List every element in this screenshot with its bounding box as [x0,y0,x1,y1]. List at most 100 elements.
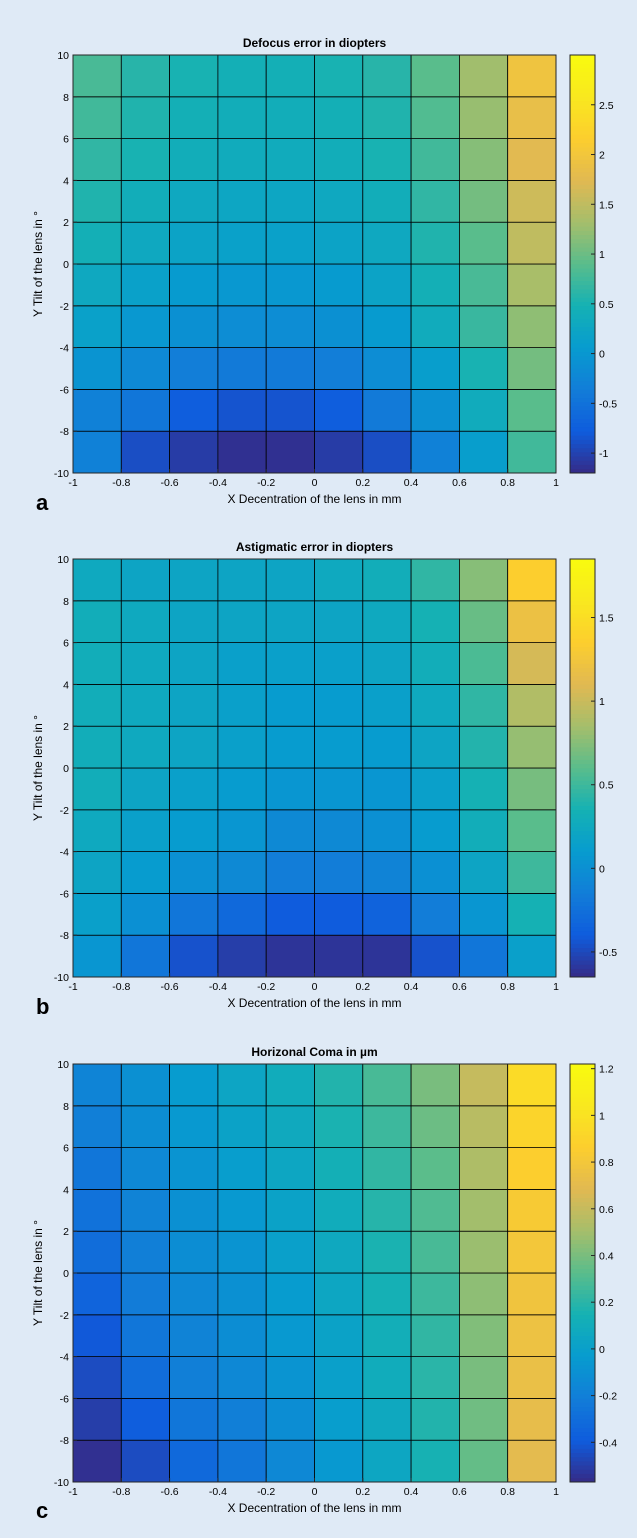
colorbar-swatch [570,451,595,457]
colorbar-swatch [570,571,595,577]
colorbar-swatch [570,1197,595,1203]
colorbar-swatch [570,422,595,428]
y-tick-label: 8 [63,92,69,104]
x-tick-label: -0.2 [257,477,275,489]
heatmap-cell [458,809,509,852]
heatmap-cell [314,809,364,852]
heatmap-cell [120,642,171,685]
x-tick-label: 0.8 [500,981,515,993]
heatmap-cell [217,347,267,390]
colorbar-swatch [570,384,595,390]
heatmap-cell [120,934,171,978]
colorbar-swatch [570,255,595,261]
heatmap-cell [120,138,171,181]
colorbar-swatch [570,1067,595,1073]
heatmap-cell [169,96,219,140]
heatmap-cell [217,1439,267,1483]
heatmap-cell [410,347,460,390]
heatmap-cell [72,1356,122,1399]
heatmap-cell [265,1105,315,1149]
colorbar-swatch [570,347,595,353]
colorbar-swatch [570,1130,595,1136]
colorbar-swatch [570,738,595,744]
x-tick-label: 1 [553,981,559,993]
colorbar-swatch [570,914,595,919]
colorbar-swatch [570,1306,595,1311]
colorbar-swatch [570,1092,595,1098]
x-tick-label: -0.4 [209,1486,227,1498]
colorbar-swatch [570,596,595,602]
colorbar-swatch [570,326,595,332]
heatmap-cell [120,430,171,474]
heatmap-cell [314,1398,364,1441]
heatmap-cell [362,684,412,727]
heatmap-cell [217,725,267,769]
colorbar-swatch [570,1452,595,1458]
heatmap-cell [362,1063,412,1107]
heatmap-cell [507,934,557,978]
colorbar-swatch [570,1473,595,1479]
colorbar-swatch [570,109,595,114]
heatmap-cell [410,430,460,474]
heatmap-cell [72,305,122,348]
heatmap-cell [410,600,460,643]
colorbar-swatch [570,905,595,911]
x-tick-label: 0 [312,1486,318,1498]
heatmap-cell [265,767,315,811]
colorbar-swatch [570,659,595,664]
heatmap-cell [362,1189,412,1232]
heatmap-cell [410,642,460,685]
heatmap-cell [458,1272,509,1316]
colorbar-swatch [570,675,595,681]
colorbar-swatch [570,121,595,127]
colorbar-swatch [570,750,595,756]
colorbar-swatch [570,1331,595,1336]
heatmap-cell [265,684,315,727]
heatmap-cell [458,179,509,223]
colorbar-swatch [570,709,595,714]
colorbar-swatch [570,234,595,240]
colorbar [569,54,596,474]
heatmap-cell [410,1105,460,1149]
heatmap-cell [120,1356,171,1399]
colorbar-swatch [570,968,595,974]
heatmap-cell [265,600,315,643]
colorbar-swatch [570,1322,595,1328]
colorbar-tick-label: -0.4 [599,1437,617,1449]
colorbar-swatch [570,562,595,568]
y-tick-label: -10 [54,972,69,984]
heatmap-cell [507,642,557,685]
x-tick-label: -0.8 [112,1486,130,1498]
heatmap-cell [362,851,412,894]
colorbar-swatch [570,792,595,798]
colorbar-swatch [570,1118,595,1123]
heatmap-cell [507,600,557,643]
colorbar-swatch [570,1109,595,1115]
heatmap-cell [507,1147,557,1190]
colorbar-swatch [570,893,595,898]
colorbar-swatch [570,125,595,131]
heatmap-cell [458,851,509,894]
heatmap-cell [265,1272,315,1316]
colorbar-swatch [570,1172,595,1178]
heatmap-cell [314,725,364,769]
heatmap-cell [265,1356,315,1399]
y-tick-label: -4 [60,343,69,355]
colorbar-swatch [570,167,595,173]
colorbar-swatch [570,696,595,702]
colorbar-swatch [570,1293,595,1299]
heatmap-cell [265,1439,315,1483]
heatmap-cell [72,138,122,181]
heatmap-cell [120,388,171,432]
chart-panel-b: Astigmatic error in diopters -1 -0.8 -0.6 -0… [31,540,617,1019]
y-tick-label: 0 [63,1268,69,1280]
heatmap-cell [169,1398,219,1441]
heatmap-cell [72,600,122,643]
colorbar-swatch [570,1189,595,1194]
colorbar-swatch [570,401,595,407]
heatmap-cell [410,221,460,265]
heatmap-cell [169,388,219,432]
colorbar-swatch [570,918,595,923]
heatmap-cell [507,388,557,432]
colorbar-tick-label: 1.5 [599,199,614,211]
